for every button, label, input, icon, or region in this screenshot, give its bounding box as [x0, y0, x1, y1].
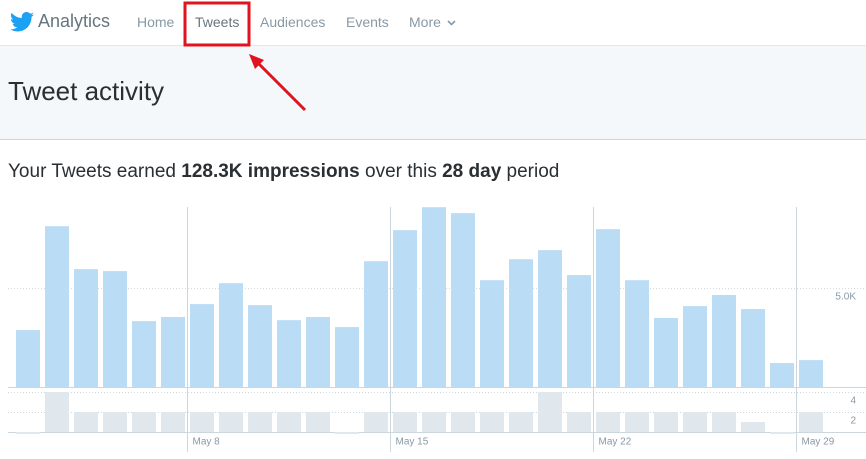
summary-text: over this [365, 161, 437, 182]
bar [712, 295, 736, 387]
bar [161, 316, 185, 387]
bar [596, 412, 620, 432]
bar [45, 226, 69, 387]
bar [45, 392, 69, 432]
y-tick-label: 5.0K [835, 292, 856, 303]
nav-bar: Analytics Home Tweets Audiences Events M… [0, 0, 866, 45]
bar [625, 280, 649, 387]
bar [103, 412, 127, 432]
twitter-logo[interactable] [10, 12, 34, 32]
bar [74, 412, 98, 432]
nav-events[interactable]: Events [346, 14, 389, 30]
bar [364, 261, 388, 387]
x-tick-label: May 8 [193, 437, 221, 448]
bar [741, 422, 765, 432]
x-tick-label: May 29 [802, 437, 835, 448]
nav-home[interactable]: Home [137, 14, 175, 30]
bar [422, 412, 446, 432]
bar [654, 317, 678, 387]
summary-text: Your Tweets earned [8, 161, 176, 182]
bar [190, 304, 214, 387]
bar [422, 207, 446, 387]
bar [654, 412, 678, 432]
more-caret [447, 20, 456, 26]
bar [16, 432, 40, 434]
bar [770, 432, 794, 434]
bar [335, 327, 359, 387]
bar [190, 412, 214, 432]
x-tick-label: May 22 [599, 437, 632, 448]
highlight-box [183, 1, 251, 47]
bar [306, 412, 330, 432]
bar [538, 250, 562, 387]
bar [799, 412, 823, 432]
bar [219, 412, 243, 432]
bar [16, 330, 40, 387]
nav-audiences[interactable]: Audiences [260, 14, 326, 30]
bar [277, 412, 301, 432]
bar [132, 321, 156, 387]
bar [451, 412, 475, 432]
bar [683, 412, 707, 432]
bar [451, 213, 475, 387]
annotation-arrow [254, 59, 307, 112]
bar [161, 412, 185, 432]
x-tick-label: May 15 [396, 437, 429, 448]
bar [393, 230, 417, 387]
bar [567, 275, 591, 387]
bar [712, 412, 736, 432]
impressions-summary: Your Tweets earned 128.3K impressions ov… [8, 161, 559, 183]
bar [74, 269, 98, 387]
nav-tweets[interactable]: Tweets [195, 14, 240, 30]
bar [509, 259, 533, 387]
bar [770, 363, 794, 387]
bar [625, 412, 649, 432]
bar [480, 280, 504, 387]
arrow-head [249, 54, 264, 69]
summary-impressions: 128.3K impressions [181, 161, 360, 182]
bar [306, 316, 330, 387]
bar [799, 360, 823, 387]
bar [596, 229, 620, 387]
bar [248, 305, 272, 387]
bar [480, 412, 504, 432]
bar [248, 412, 272, 432]
bar [219, 283, 243, 387]
bar [683, 306, 707, 387]
y-tick-label: 2 [850, 416, 856, 427]
y-tick-label: 4 [850, 396, 856, 407]
bar [538, 392, 562, 432]
bar [567, 412, 591, 432]
page-header: Tweet activity [0, 45, 866, 140]
page-title: Tweet activity [8, 76, 165, 106]
nav-more[interactable]: More [409, 14, 441, 30]
bar [393, 412, 417, 432]
bar [364, 412, 388, 432]
summary-text: period [506, 161, 560, 182]
bar [103, 271, 127, 387]
summary-days: 28 day [442, 161, 502, 182]
bar [741, 309, 765, 387]
bar [277, 320, 301, 387]
brand[interactable]: Analytics [38, 11, 111, 31]
bar [509, 412, 533, 432]
bar [132, 412, 156, 432]
bar [335, 432, 359, 434]
